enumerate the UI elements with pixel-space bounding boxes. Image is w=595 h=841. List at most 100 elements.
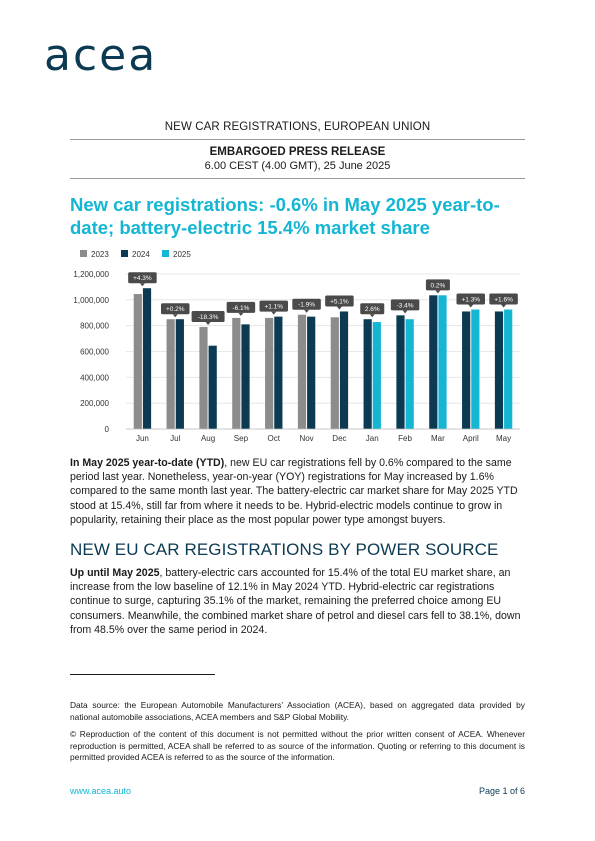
- change-label: +1.6%: [494, 297, 513, 304]
- page-number: Page 1 of 6: [478, 786, 525, 796]
- bar-2024-aug: [208, 345, 217, 429]
- bar-2025-feb: [405, 319, 414, 429]
- intro-lead: In May 2025 year-to-date (YTD): [70, 457, 225, 469]
- bar-2023-aug: [199, 326, 208, 429]
- change-label: -1.9%: [298, 302, 315, 309]
- document-category: NEW CAR REGISTRATIONS, EUROPEAN UNION: [164, 121, 431, 133]
- bar-2024-oct: [274, 316, 283, 429]
- change-label-pointer: [468, 304, 474, 308]
- power-source-paragraph: Up until May 2025, battery-electric cars…: [70, 566, 526, 637]
- registrations-bar-chart: 2023 2024 2025 0 200,000 400,000 600,000 800,00…: [73, 250, 520, 443]
- bar-2025-mar: [438, 295, 447, 429]
- change-label-pointer: [435, 290, 441, 294]
- bar-2024-nov: [307, 316, 316, 429]
- change-label-pointer: [205, 321, 211, 325]
- change-label: +1.1%: [264, 304, 283, 311]
- data-source-note: Data source: the European Automobile Man…: [70, 700, 525, 722]
- change-label-box: [456, 293, 485, 305]
- change-label-box: [489, 293, 518, 305]
- change-label-box: [191, 310, 225, 322]
- bar-2024-mar: [429, 295, 438, 429]
- bar-2023-dec: [330, 317, 339, 429]
- x-tick-label: Nov: [299, 434, 313, 443]
- change-label: +1.3%: [461, 297, 480, 304]
- change-label-box: [259, 300, 288, 312]
- change-label-pointer: [172, 314, 178, 318]
- bar-2025-may: [504, 309, 513, 429]
- bar-2024-jul: [175, 319, 184, 429]
- bar-2025-april: [471, 309, 480, 429]
- header-divider-top: [70, 139, 525, 140]
- y-tick-label: 200,000: [80, 399, 109, 408]
- change-label-box: [425, 279, 450, 291]
- change-label: 2.6%: [365, 306, 380, 313]
- footer-url-link[interactable]: www.acea.auto: [70, 786, 132, 796]
- change-label-pointer: [271, 311, 277, 315]
- legend-label-2025: 2025: [173, 250, 191, 259]
- change-label: +4.3%: [133, 275, 152, 282]
- intro-text: , new EU car registrations fell by 0.6% …: [70, 457, 518, 526]
- y-tick-label: 400,000: [80, 373, 109, 382]
- x-tick-label: Aug: [201, 434, 215, 443]
- bar-2023-nov: [297, 314, 307, 429]
- x-tick-label: Jul: [170, 434, 180, 443]
- x-tick-label: Feb: [398, 434, 412, 443]
- change-label-pointer: [304, 309, 310, 313]
- power-source-lead: Up until May 2025: [70, 567, 160, 579]
- bar-2024-dec: [339, 311, 349, 429]
- legend-swatch-2023: [80, 250, 87, 257]
- bar-2024-feb: [396, 315, 405, 429]
- bar-2024-sep: [241, 324, 250, 429]
- header-divider-bottom: [70, 178, 525, 179]
- change-label-pointer: [369, 314, 375, 318]
- section-title: NEW EU CAR REGISTRATIONS BY POWER SOURCE: [70, 540, 499, 559]
- logo-text: acea: [44, 34, 154, 80]
- change-label: +5.1%: [330, 298, 349, 305]
- legend-swatch-2025: [162, 250, 169, 257]
- change-label: 0.2%: [431, 282, 446, 289]
- embargo-date: 6.00 CEST (4.00 GMT), 25 June 2025: [204, 160, 391, 172]
- x-tick-label: Sep: [234, 434, 249, 443]
- change-label-box: [226, 301, 256, 313]
- bar-2023-sep: [232, 317, 241, 429]
- y-tick-label: 1,000,000: [73, 296, 109, 305]
- embargo-label: EMBARGOED PRESS RELEASE: [209, 146, 386, 158]
- bar-2023-jun: [133, 294, 142, 429]
- power-source-text: , battery-electric cars accounted for 15…: [70, 567, 521, 636]
- change-label-box: [128, 272, 157, 284]
- bar-2023-jul: [166, 319, 175, 429]
- legend-label-2024: 2024: [132, 250, 150, 259]
- x-tick-label: Oct: [268, 434, 281, 443]
- bar-2025-jan: [372, 322, 381, 429]
- change-label-box: [390, 299, 420, 311]
- footnote-divider: [70, 674, 215, 675]
- change-label-box: [325, 295, 354, 307]
- change-label-box: [360, 303, 385, 315]
- change-label-pointer: [402, 310, 408, 314]
- copyright-note: © Reproduction of the content of this do…: [70, 729, 525, 763]
- y-tick-label: 0: [105, 425, 110, 434]
- legend-label-2023: 2023: [91, 250, 109, 259]
- x-tick-label: April: [463, 434, 479, 443]
- y-tick-label: 600,000: [80, 348, 109, 357]
- bar-2024-jun: [142, 288, 152, 429]
- bar-2023-oct: [265, 317, 274, 429]
- x-tick-label: Jan: [366, 434, 379, 443]
- x-tick-label: Jun: [136, 434, 149, 443]
- change-label-pointer: [336, 306, 342, 310]
- headline: New car registrations: -0.6% in May 2025…: [70, 194, 500, 238]
- y-tick-label: 800,000: [80, 322, 109, 331]
- bar-2024-april: [462, 311, 471, 429]
- acea-logo: acea: [44, 34, 154, 80]
- change-label-pointer: [139, 283, 145, 287]
- change-label: +0.2%: [166, 306, 185, 313]
- bar-2024-jan: [363, 319, 372, 429]
- x-tick-label: Dec: [332, 434, 346, 443]
- change-label-pointer: [501, 304, 507, 308]
- change-label: -3.4%: [397, 302, 414, 309]
- change-label: -6.1%: [232, 305, 249, 312]
- legend-swatch-2024: [121, 250, 128, 257]
- change-label: -18.3%: [198, 314, 219, 321]
- change-label-pointer: [238, 312, 244, 316]
- bar-2024-may: [494, 311, 504, 429]
